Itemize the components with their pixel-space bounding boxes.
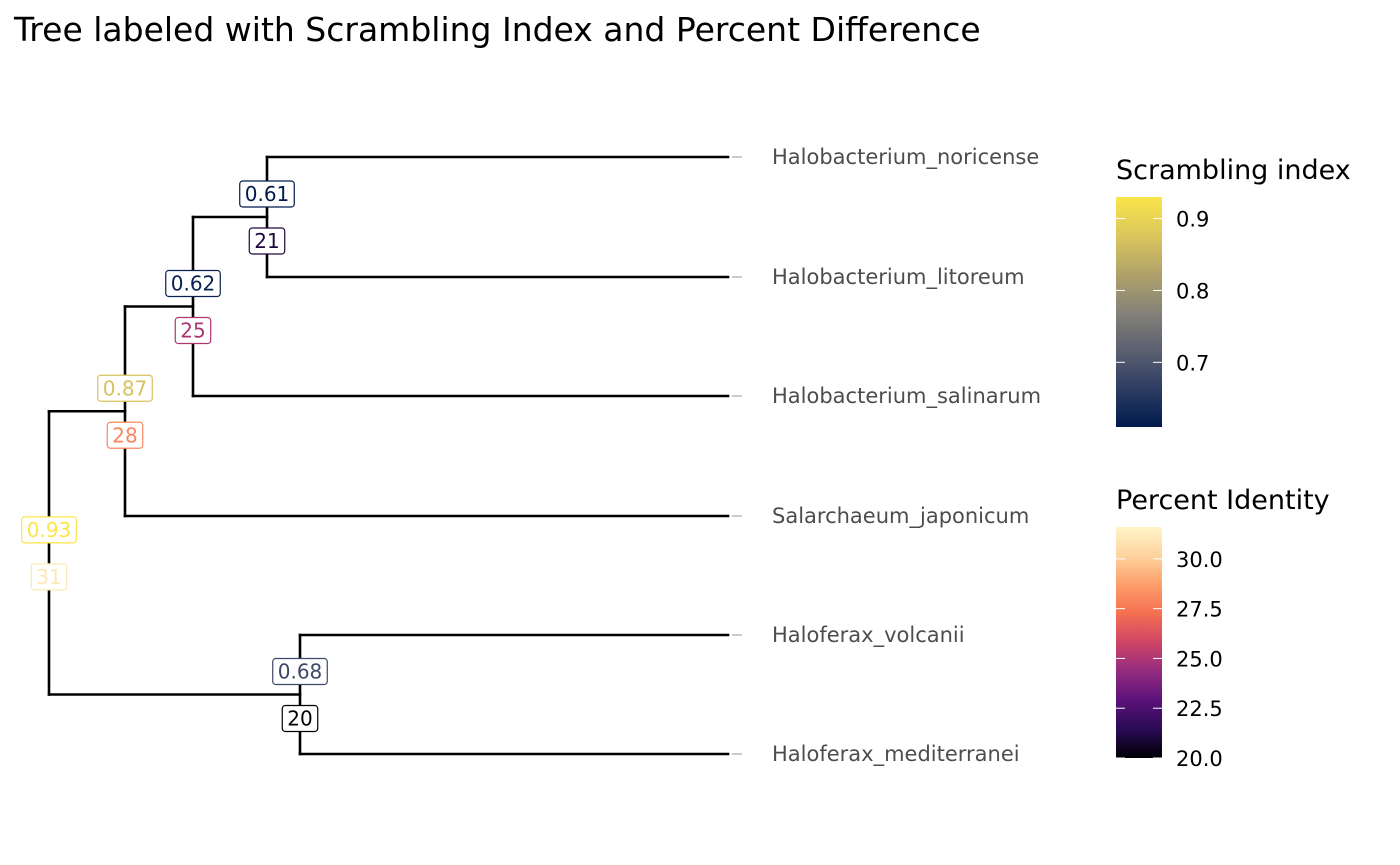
scrambling-label-n-haloferax-text: 0.68 bbox=[278, 660, 323, 684]
identity-legend-tick-label: 22.5 bbox=[1176, 697, 1223, 721]
identity-legend-tick-label: 27.5 bbox=[1176, 598, 1223, 622]
scrambling-label-n-root: 0.93 bbox=[21, 516, 77, 544]
scrambling-label-n-root-text: 0.93 bbox=[27, 518, 72, 542]
tip-label-halobacterium-salinarum: Halobacterium_salinarum bbox=[772, 384, 1041, 409]
identity-label-n-haloferax-box bbox=[281, 704, 319, 733]
scrambling-label-n-noricense-litoreum-box bbox=[239, 180, 295, 208]
identity-label-n-halobacterium-box bbox=[174, 316, 212, 345]
identity-label-n-halobacteriaceae-box bbox=[106, 421, 144, 449]
scrambling-legend-tick-label: 0.7 bbox=[1176, 351, 1209, 375]
tip-label-haloferax-mediterranei: Haloferax_mediterranei bbox=[772, 742, 1020, 767]
identity-label-n-halobacterium: 25 bbox=[174, 316, 212, 345]
tip-labels: Halobacterium_noricense Halobacterium_lit… bbox=[732, 145, 1041, 767]
chart-title: Tree labeled with Scrambling Index and P… bbox=[13, 10, 981, 49]
identity-label-n-halobacterium-text: 25 bbox=[180, 319, 205, 343]
tree-branches bbox=[47, 155, 730, 756]
identity-label-n-root-text: 31 bbox=[36, 565, 61, 589]
identity-legend-colorbar bbox=[1116, 527, 1162, 758]
identity-label-n-noricense-litoreum: 21 bbox=[248, 227, 286, 255]
identity-label-n-noricense-litoreum-text: 21 bbox=[254, 229, 279, 253]
identity-legend-tick-label: 30.0 bbox=[1176, 548, 1223, 572]
scrambling-label-n-halobacteriaceae: 0.87 bbox=[97, 374, 153, 402]
identity-label-n-root-box bbox=[30, 563, 68, 591]
identity-label-n-haloferax: 20 bbox=[281, 704, 319, 733]
scrambling-label-n-halobacterium: 0.62 bbox=[165, 269, 221, 298]
scrambling-label-n-haloferax: 0.68 bbox=[272, 657, 328, 686]
percent-identity-legend: Percent Identity 30.0 27.5 25.0 22.5 20.0 bbox=[1116, 485, 1330, 771]
identity-legend-tick-label: 25.0 bbox=[1176, 647, 1223, 671]
tip-label-salarchaeum-japonicum: Salarchaeum_japonicum bbox=[772, 504, 1029, 529]
scrambling-label-n-haloferax-box bbox=[272, 657, 328, 686]
identity-label-n-halobacteriaceae: 28 bbox=[106, 421, 144, 449]
scrambling-legend-tick-label: 0.9 bbox=[1176, 208, 1209, 232]
tip-label-haloferax-volcanii: Haloferax_volcanii bbox=[772, 623, 965, 648]
scrambling-label-n-halobacterium-text: 0.62 bbox=[171, 272, 216, 296]
scrambling-label-n-noricense-litoreum-text: 0.61 bbox=[245, 182, 290, 206]
scrambling-legend-colorbar bbox=[1116, 197, 1162, 427]
tip-label-halobacterium-noricense: Halobacterium_noricense bbox=[772, 145, 1039, 170]
identity-label-n-halobacteriaceae-text: 28 bbox=[112, 423, 137, 447]
identity-label-n-noricense-litoreum-box bbox=[248, 227, 286, 255]
identity-label-n-root: 31 bbox=[30, 563, 68, 591]
identity-legend-title: Percent Identity bbox=[1116, 485, 1330, 516]
scrambling-label-n-halobacteriaceae-box bbox=[97, 374, 153, 402]
scrambling-label-n-root-box bbox=[21, 516, 77, 544]
node-labels: 0.61 21 0.62 25 0.87 28 0.93 31 0.68 20 bbox=[21, 180, 328, 733]
scrambling-label-n-halobacterium-box bbox=[165, 269, 221, 298]
identity-label-n-haloferax-text: 20 bbox=[287, 707, 312, 731]
identity-legend-tick-label: 20.0 bbox=[1176, 747, 1223, 771]
scrambling-legend-tick-label: 0.8 bbox=[1176, 279, 1209, 303]
tip-label-halobacterium-litoreum: Halobacterium_litoreum bbox=[772, 265, 1025, 290]
scrambling-index-legend: Scrambling index 0.9 0.8 0.7 bbox=[1116, 155, 1351, 427]
scrambling-label-n-halobacteriaceae-text: 0.87 bbox=[103, 376, 148, 400]
scrambling-legend-title: Scrambling index bbox=[1116, 155, 1351, 186]
scrambling-label-n-noricense-litoreum: 0.61 bbox=[239, 180, 295, 208]
